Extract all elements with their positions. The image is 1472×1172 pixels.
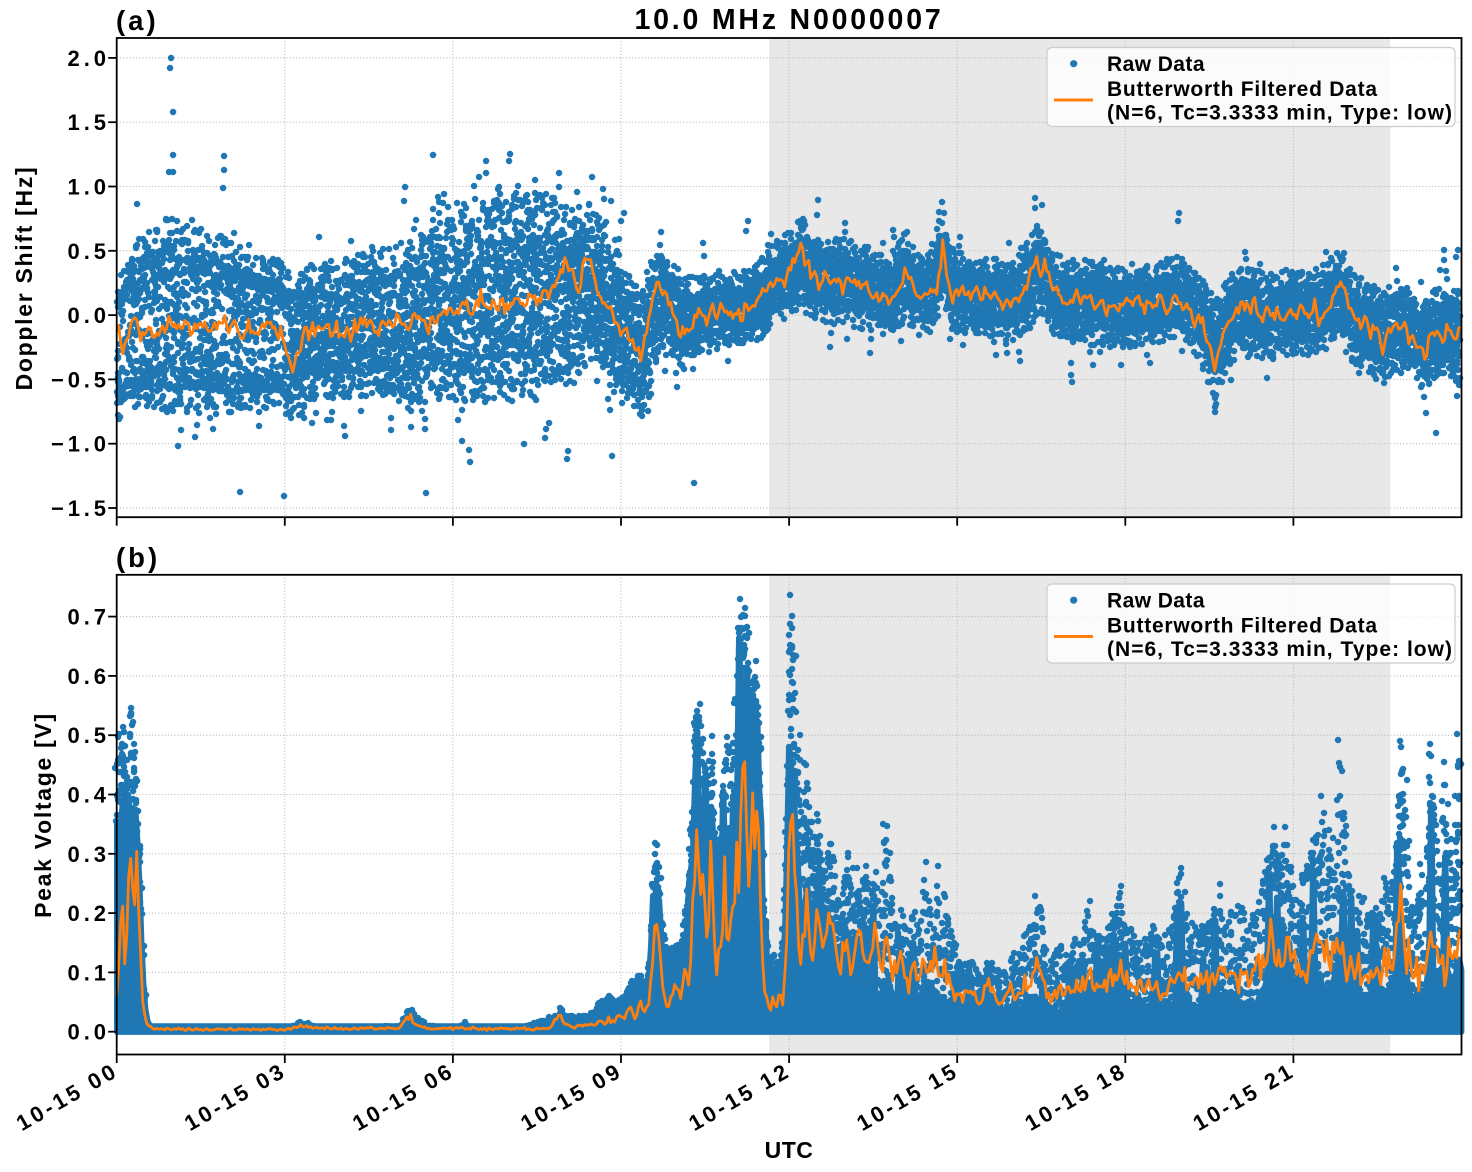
svg-text:1.0: 1.0 bbox=[68, 175, 107, 200]
svg-text:0.3: 0.3 bbox=[68, 842, 107, 867]
svg-text:0.7: 0.7 bbox=[68, 605, 107, 630]
svg-text:2.0: 2.0 bbox=[68, 46, 107, 71]
svg-text:0.1: 0.1 bbox=[68, 960, 107, 985]
svg-text:−1.0: −1.0 bbox=[51, 432, 106, 457]
svg-text:−1.5: −1.5 bbox=[51, 496, 106, 521]
svg-text:Butterworth Filtered Data: Butterworth Filtered Data bbox=[1107, 78, 1377, 101]
svg-text:−0.5: −0.5 bbox=[51, 367, 106, 392]
svg-text:(b): (b) bbox=[116, 542, 160, 573]
svg-text:10.0 MHz N0000007: 10.0 MHz N0000007 bbox=[634, 4, 943, 36]
svg-text:Peak Voltage [V]: Peak Voltage [V] bbox=[30, 712, 56, 918]
svg-text:0.6: 0.6 bbox=[68, 664, 107, 689]
svg-text:1.5: 1.5 bbox=[68, 110, 107, 135]
svg-text:0.5: 0.5 bbox=[68, 239, 107, 264]
svg-text:Doppler Shift [Hz]: Doppler Shift [Hz] bbox=[11, 166, 37, 391]
svg-text:(a): (a) bbox=[116, 5, 159, 36]
svg-text:0.4: 0.4 bbox=[68, 783, 107, 808]
svg-text:0.0: 0.0 bbox=[68, 303, 107, 328]
svg-text:Raw Data: Raw Data bbox=[1107, 53, 1205, 76]
svg-text:Butterworth Filtered Data: Butterworth Filtered Data bbox=[1107, 615, 1377, 638]
svg-text:0.2: 0.2 bbox=[68, 901, 107, 926]
svg-text:(N=6, Tc=3.3333 min, Type: low: (N=6, Tc=3.3333 min, Type: low) bbox=[1107, 638, 1452, 661]
svg-text:0.5: 0.5 bbox=[68, 723, 107, 748]
svg-text:0.0: 0.0 bbox=[68, 1020, 107, 1045]
svg-text:Raw Data: Raw Data bbox=[1107, 590, 1205, 613]
svg-text:(N=6, Tc=3.3333 min, Type: low: (N=6, Tc=3.3333 min, Type: low) bbox=[1107, 102, 1452, 125]
svg-text:UTC: UTC bbox=[765, 1137, 814, 1163]
